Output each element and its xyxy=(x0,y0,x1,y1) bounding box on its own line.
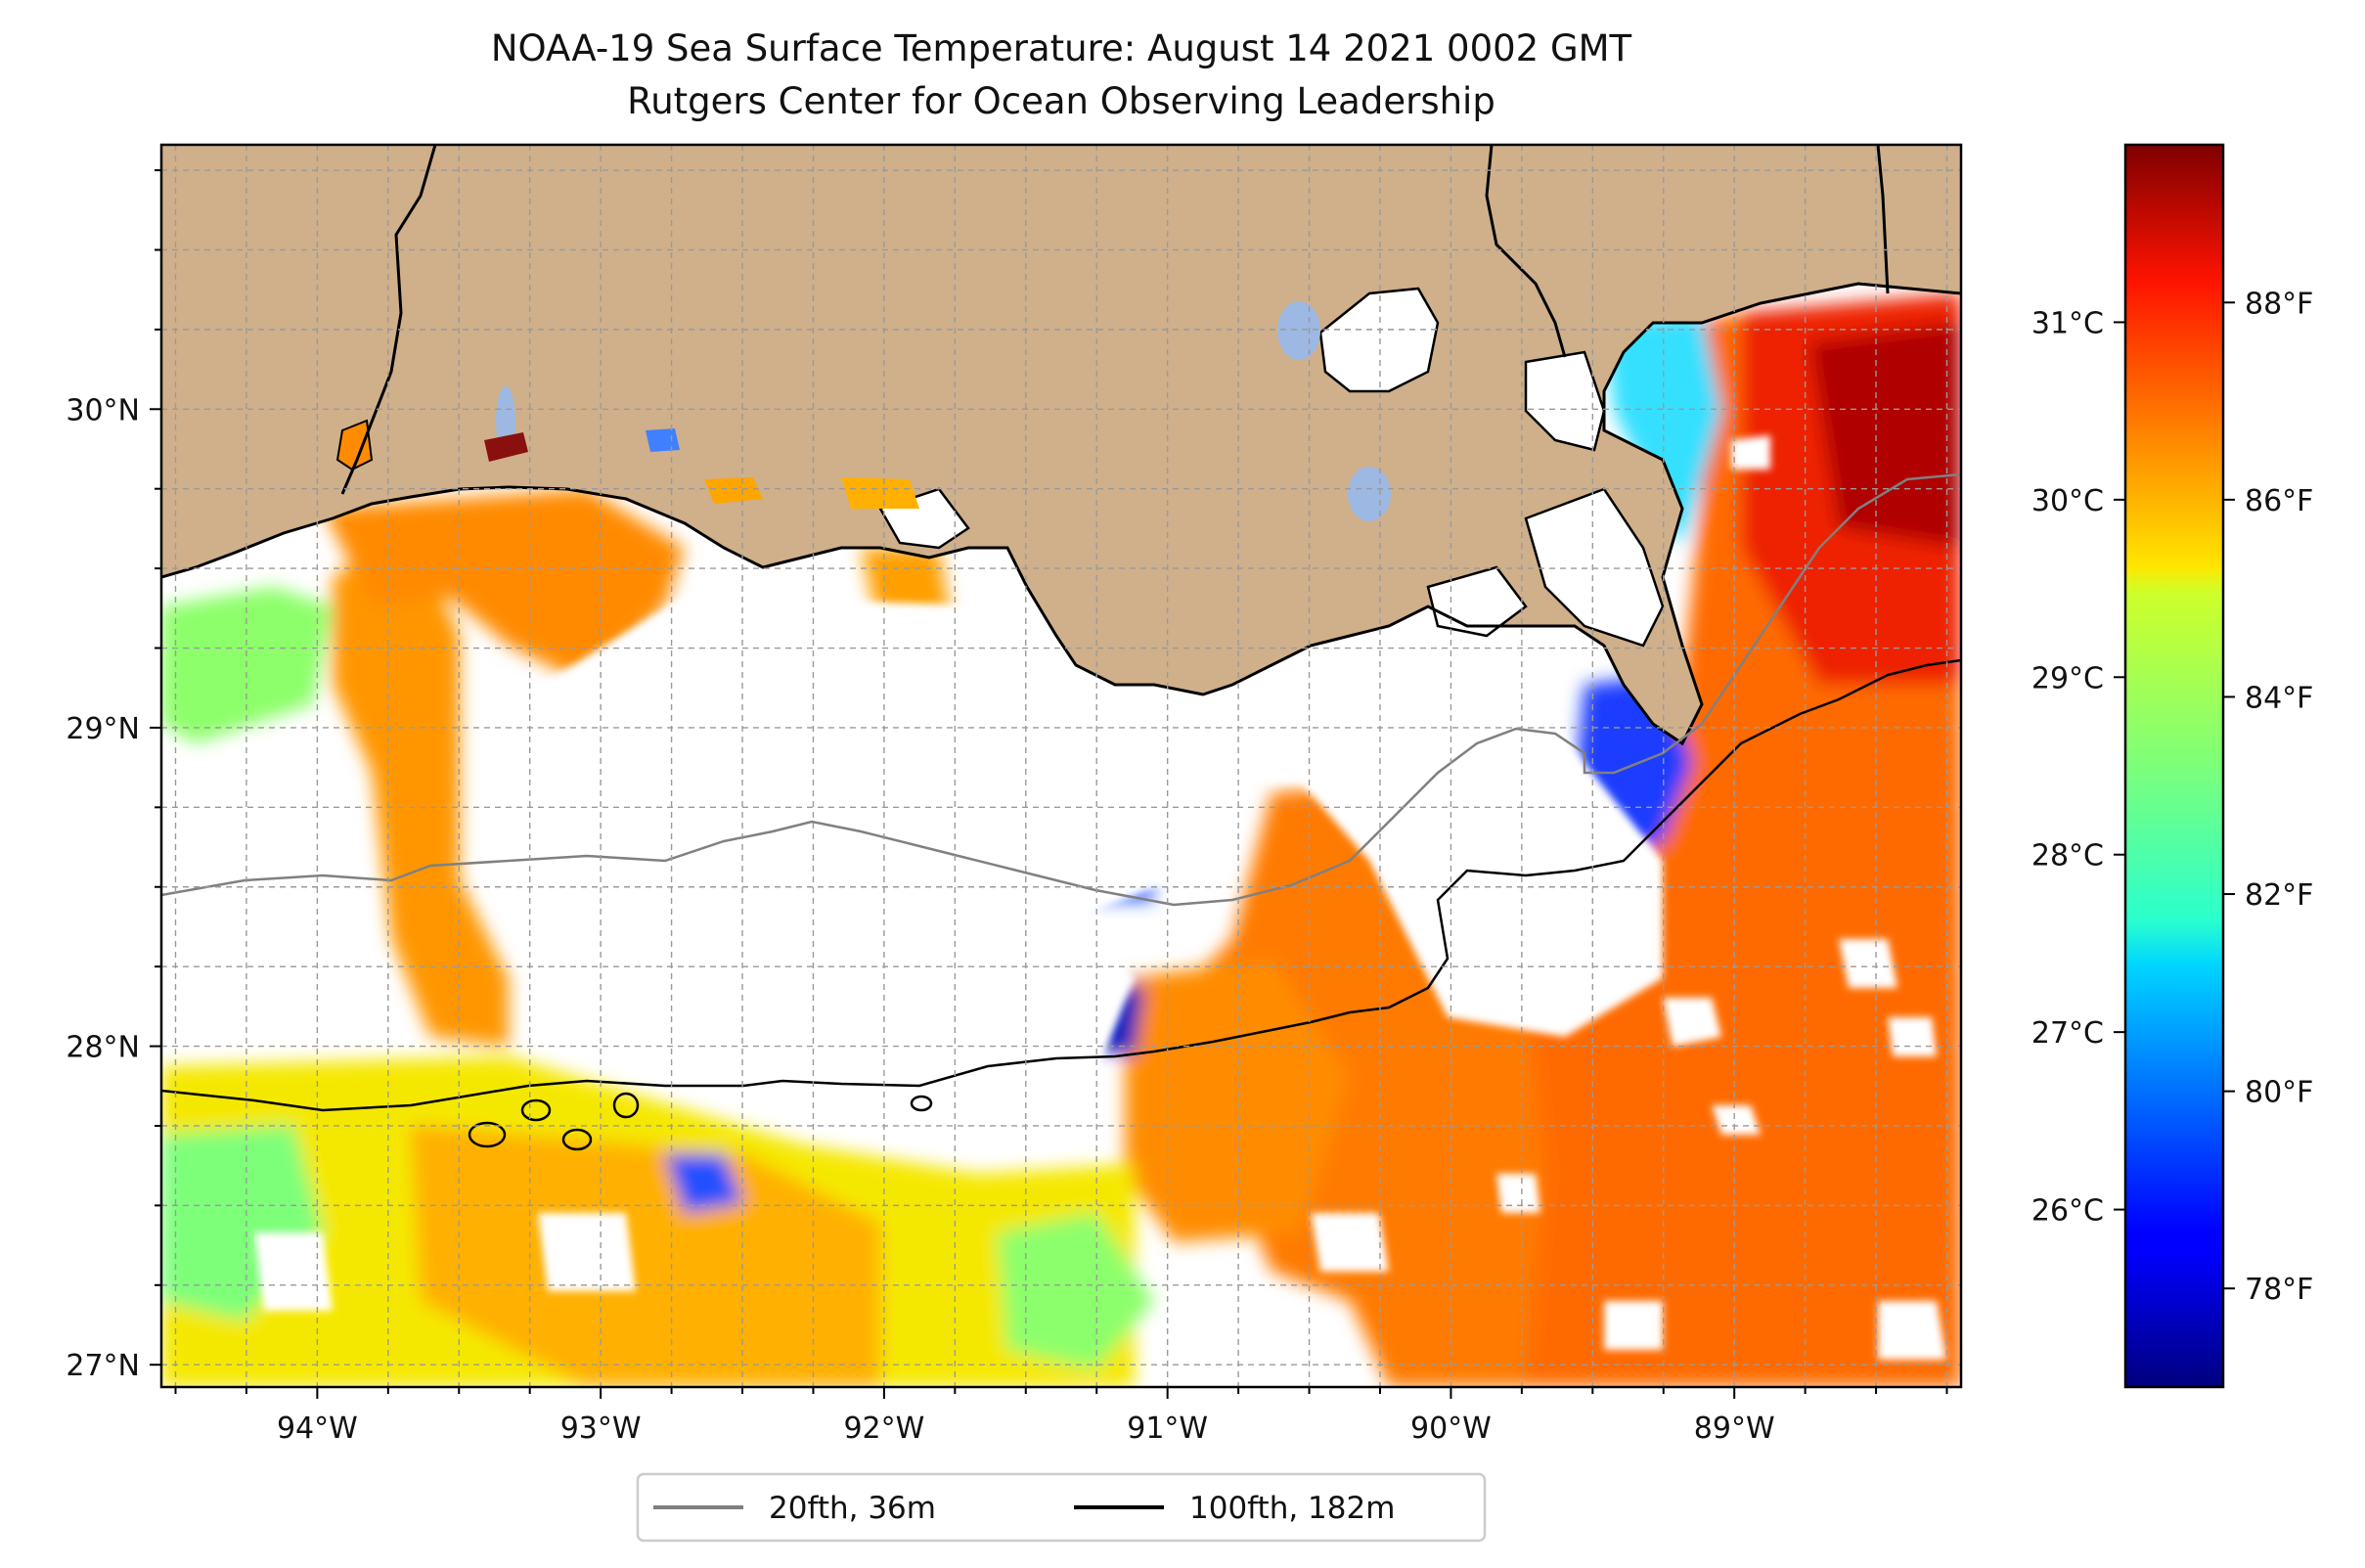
contour-100fth-islands xyxy=(468,1092,933,1151)
colorbar-ticks: 26°C 27°C 28°C 29°C 30°C 31°C 78°F 80°F 82°F 84°F… xyxy=(2031,287,2314,1307)
x-tick-label: 90°W xyxy=(1410,1411,1492,1446)
map-axes: 94°W 93°W 92°W 91°W 90°W 89°W 27°N 28°N 29°N 30°N xyxy=(66,169,1948,1446)
colorbar-fahrenheit-label: 84°F xyxy=(2245,681,2313,715)
colorbar-fahrenheit-label: 88°F xyxy=(2245,287,2313,321)
state-border-la-ms xyxy=(1485,145,1567,358)
legend: 20fth, 36m 100fth, 182m xyxy=(636,1472,1487,1543)
y-tick-label: 27°N xyxy=(66,1349,140,1383)
colorbar-celsius-label: 27°C xyxy=(2031,1016,2104,1051)
sst-patch-west-plume xyxy=(333,528,509,1047)
map-panel xyxy=(161,145,1961,1387)
colorbar-celsius-label: 28°C xyxy=(2031,839,2104,874)
x-tick-label: 93°W xyxy=(560,1411,642,1446)
colorbar-celsius-label: 26°C xyxy=(2031,1194,2104,1229)
lake-salvador xyxy=(1348,467,1391,521)
x-tick-label: 89°W xyxy=(1694,1411,1775,1446)
colorbar-fahrenheit-label: 86°F xyxy=(2245,484,2313,518)
sst-patch-mid-orange xyxy=(1125,959,1350,1242)
legend-label-20fth: 20fth, 36m xyxy=(769,1491,936,1526)
colorbar-fahrenheit-label: 80°F xyxy=(2245,1076,2313,1110)
sst-patch-coastal-west xyxy=(323,489,685,685)
y-tick-label: 28°N xyxy=(66,1031,140,1065)
state-border-tx-la xyxy=(340,145,437,495)
map-title: NOAA-19 Sea Surface Temperature: August … xyxy=(490,27,1632,69)
colorbar: 26°C 27°C 28°C 29°C 30°C 31°C 78°F 80°F 82°F 84°F… xyxy=(2031,143,2314,1389)
lake-borgne-area xyxy=(1524,350,1606,452)
x-tick-label: 94°W xyxy=(277,1411,358,1446)
y-tick-label: 29°N xyxy=(66,712,140,746)
sst-patch-blue-sw xyxy=(665,1154,743,1213)
cloud-mask xyxy=(161,435,1946,1360)
x-tick-label: 91°W xyxy=(1127,1411,1208,1446)
contour-100fth-line xyxy=(161,658,1961,1112)
inland-water xyxy=(878,287,1665,648)
state-border-ms-al xyxy=(1876,145,1890,294)
contour-20fth-line xyxy=(161,472,1961,907)
colorbar-fahrenheit-label: 78°F xyxy=(2245,1273,2313,1307)
inland-sst-spots xyxy=(335,419,919,509)
lake-pontchartrain xyxy=(1318,287,1440,393)
gridlines xyxy=(161,145,1961,1387)
sst-patch-green-se xyxy=(998,1213,1154,1369)
colorbar-gradient xyxy=(2123,143,2225,1389)
colorbar-fahrenheit-label: 82°F xyxy=(2245,878,2313,913)
sst-patch-east-darkred xyxy=(1809,323,1961,548)
barataria-bay xyxy=(1524,487,1665,648)
lake-maurepas xyxy=(1277,301,1320,360)
colorbar-celsius-label: 30°C xyxy=(2031,484,2104,518)
legend-label-100fth: 100fth, 182m xyxy=(1189,1491,1395,1526)
map-subtitle: Rutgers Center for Ocean Observing Leade… xyxy=(627,80,1495,122)
sst-field xyxy=(161,293,1961,1387)
colorbar-celsius-label: 31°C xyxy=(2031,306,2104,340)
y-tick-label: 30°N xyxy=(66,393,140,427)
x-tick-label: 92°W xyxy=(843,1411,924,1446)
map-frame xyxy=(159,143,1963,1389)
sst-patch-south-orange xyxy=(411,1125,880,1387)
colorbar-celsius-label: 29°C xyxy=(2031,661,2104,695)
legend-frame xyxy=(636,1472,1487,1543)
